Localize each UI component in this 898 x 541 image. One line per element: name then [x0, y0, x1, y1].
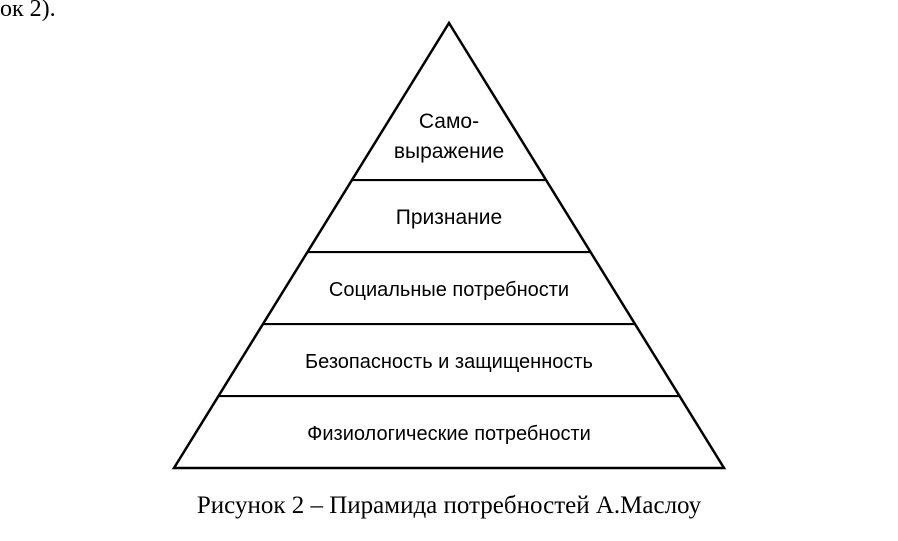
- pyramid-level-label: Социальные потребности: [329, 279, 569, 301]
- pyramid-level-label: выражение: [394, 140, 504, 163]
- pyramid-level-label: Признание: [396, 206, 502, 229]
- pyramid-container: Само-выражение Признание Социальные потреб…: [169, 18, 729, 478]
- pyramid-level-label: Само-: [419, 110, 479, 133]
- maslow-pyramid: Само-выражение Признание Социальные потреб…: [169, 18, 729, 478]
- pyramid-level-label: Физиологические потребности: [307, 423, 591, 445]
- pyramid-level-label: Безопасность и защищенность: [305, 351, 593, 373]
- figure-caption: Рисунок 2 – Пирамида потребностей А.Масл…: [0, 492, 898, 520]
- page-text-fragment: ок 2).: [0, 0, 56, 23]
- pyramid-outline: [174, 23, 724, 468]
